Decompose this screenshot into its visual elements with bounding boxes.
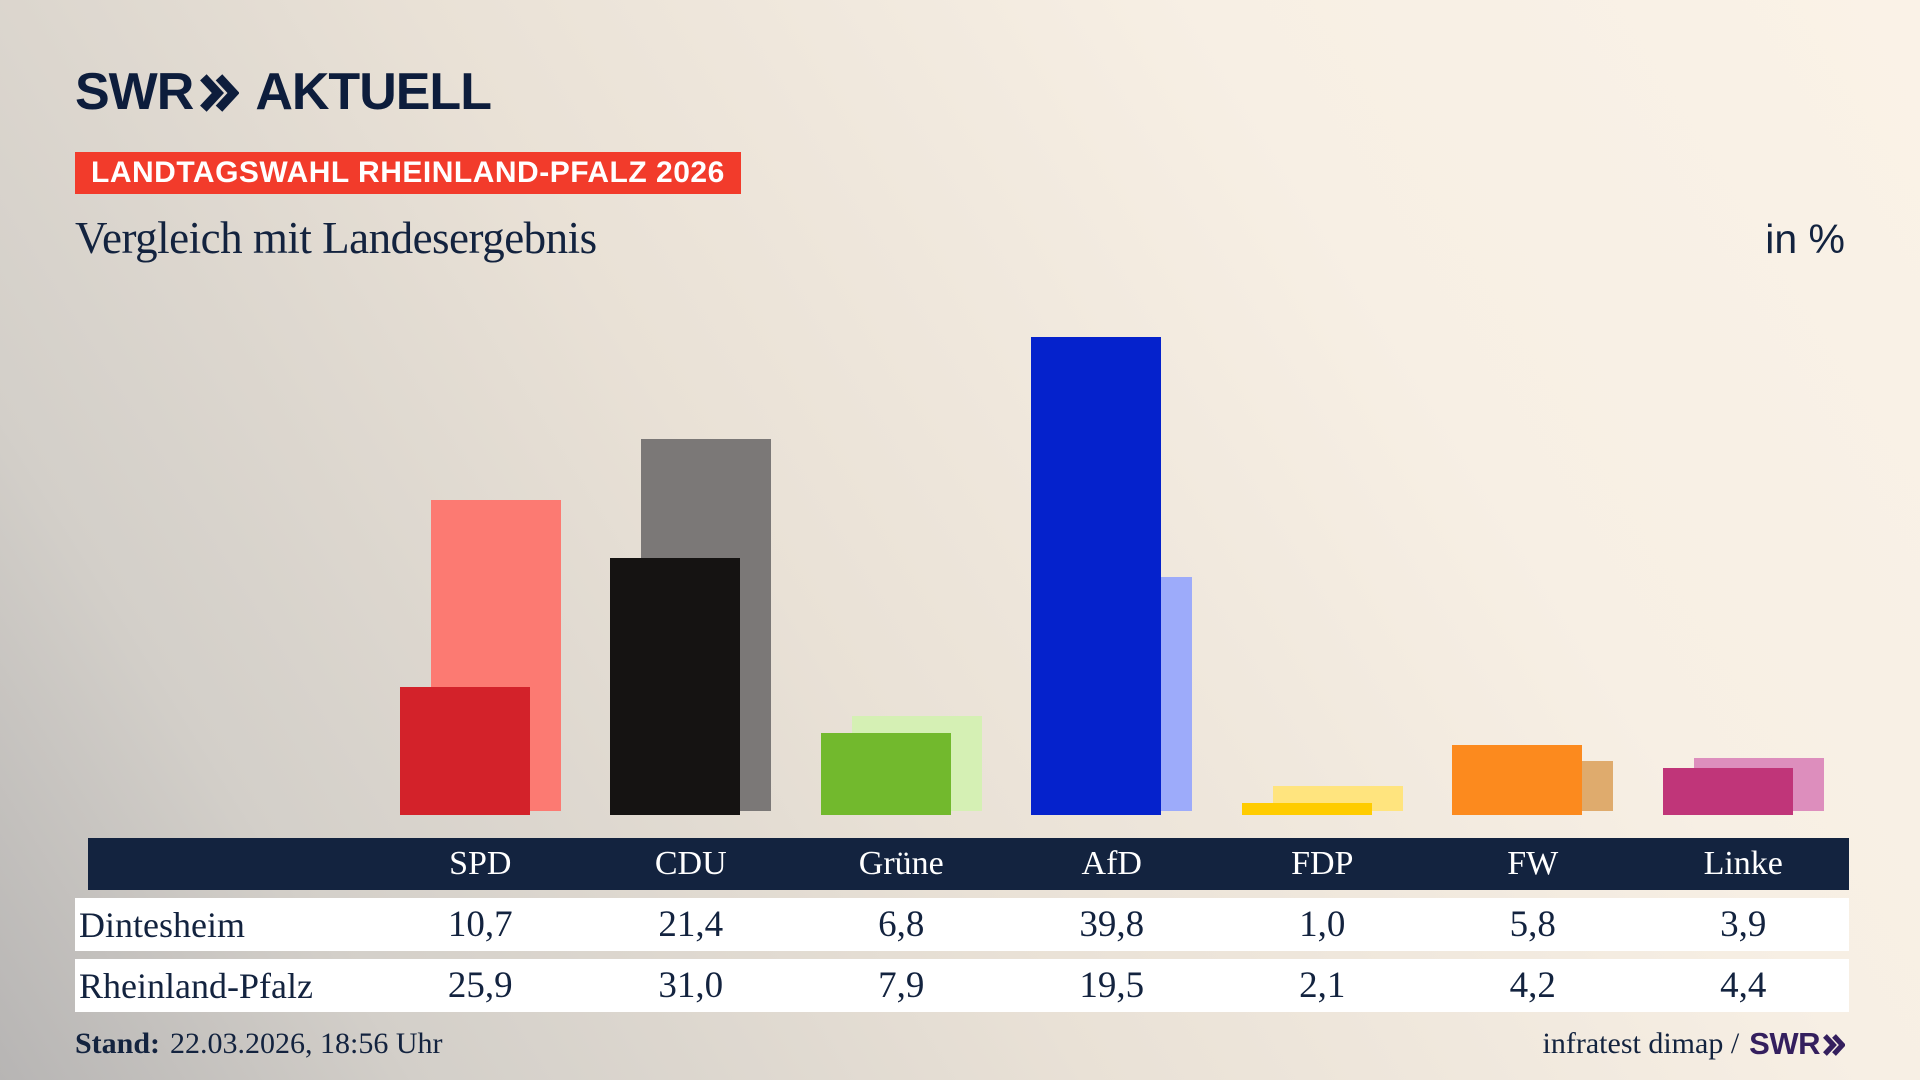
bar-afd-dintesheim (1031, 337, 1162, 815)
table-row-dintesheim: Dintesheim 10,7 21,4 6,8 39,8 1,0 5,8 3,9 (75, 898, 1849, 951)
bar-fw-dintesheim (1452, 745, 1583, 815)
logo-swr-text: SWR (75, 63, 194, 121)
bar-fdp-dintesheim (1241, 803, 1372, 815)
bar-group-spd (399, 270, 561, 815)
bar-group-gruene (820, 270, 982, 815)
cell-rheinland-pfalz-gruene: 7,9 (878, 965, 925, 1006)
cell-dintesheim-fw: 5,8 (1509, 904, 1556, 945)
bar-group-fw (1452, 270, 1614, 815)
results-table: SPD CDU Grüne AfD FDP FW Linke Dintesheim 10,7 21… (75, 838, 1849, 1012)
bar-chart (375, 270, 1848, 815)
table-row-rheinland-pfalz: Rheinland-Pfalz 25,9 31,0 7,9 19,5 2,1 4,2 4,4 (75, 959, 1849, 1012)
column-header-afd: AfD (1081, 845, 1142, 882)
bar-group-linke (1662, 270, 1824, 815)
column-header-linke: Linke (1703, 845, 1783, 882)
logo-chevrons-icon (199, 74, 240, 112)
timestamp-value: 22.03.2026, 18:56 Uhr (170, 1027, 443, 1060)
cell-dintesheim-spd: 10,7 (447, 904, 513, 945)
title-row: Vergleich mit Landesergebnis in % (75, 212, 1845, 264)
footer-swr-chevrons-icon (1823, 1034, 1845, 1056)
logo-aktuell-text: AKTUELL (255, 63, 492, 121)
bar-group-fdp (1241, 270, 1403, 815)
column-header-spd: SPD (449, 845, 512, 882)
footer: Stand: 22.03.2026, 18:56 Uhr infratest di… (75, 1026, 1845, 1062)
source-attribution: infratest dimap / SWR (1543, 1026, 1845, 1062)
cell-rheinland-pfalz-afd: 19,5 (1079, 965, 1145, 1006)
source-brand: SWR (1749, 1026, 1845, 1062)
cell-dintesheim-gruene: 6,8 (878, 904, 925, 945)
cell-dintesheim-cdu: 21,4 (658, 904, 724, 945)
unit-label: in % (1765, 216, 1845, 262)
bar-cdu-dintesheim (610, 558, 741, 815)
row-label-rheinland-pfalz: Rheinland-Pfalz (79, 965, 313, 1006)
cell-rheinland-pfalz-fdp: 2,1 (1299, 965, 1346, 1006)
cell-rheinland-pfalz-linke: 4,4 (1720, 965, 1767, 1006)
timestamp-label: Stand: (75, 1027, 161, 1060)
bar-group-cdu (610, 270, 772, 815)
table-header-row: SPD CDU Grüne AfD FDP FW Linke (88, 838, 1849, 890)
chart-title: Vergleich mit Landesergebnis (75, 213, 597, 263)
bar-gruene-dintesheim (820, 733, 951, 815)
column-header-gruene: Grüne (858, 845, 944, 882)
cell-dintesheim-fdp: 1,0 (1299, 904, 1346, 945)
bar-spd-dintesheim (399, 686, 530, 815)
row-label-dintesheim: Dintesheim (79, 904, 245, 945)
cell-dintesheim-afd: 39,8 (1079, 904, 1145, 945)
swr-aktuell-logo: SWR AKTUELL (75, 62, 492, 122)
source-brand-text: SWR (1749, 1026, 1820, 1061)
cell-rheinland-pfalz-spd: 25,9 (447, 965, 513, 1006)
bar-linke-dintesheim (1662, 768, 1793, 815)
bar-group-afd (1031, 270, 1193, 815)
election-badge: LANDTAGSWAHL RHEINLAND-PFALZ 2026 (75, 152, 741, 194)
cell-rheinland-pfalz-fw: 4,2 (1509, 965, 1556, 1006)
timestamp: Stand: 22.03.2026, 18:56 Uhr (75, 1027, 443, 1061)
cell-dintesheim-linke: 3,9 (1720, 904, 1767, 945)
source-text: infratest dimap / (1542, 1027, 1740, 1060)
cell-rheinland-pfalz-cdu: 31,0 (658, 965, 724, 1006)
column-header-fdp: FDP (1291, 845, 1354, 882)
column-header-fw: FW (1507, 845, 1559, 882)
column-header-cdu: CDU (654, 845, 727, 882)
